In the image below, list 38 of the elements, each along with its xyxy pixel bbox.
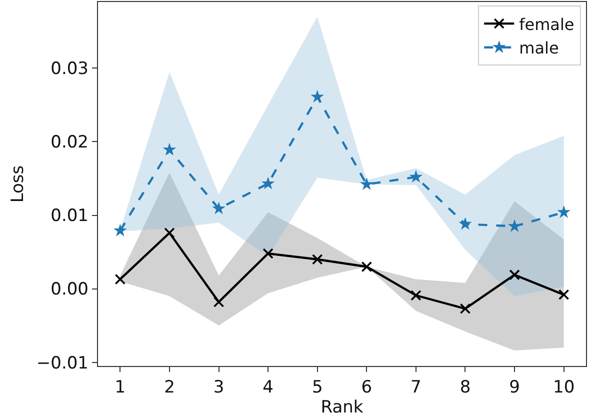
point: [164, 228, 175, 238]
point: [460, 303, 471, 314]
point: [410, 290, 422, 301]
x-tick-label: 6: [361, 378, 372, 398]
legend-label: male: [519, 38, 559, 58]
point: [262, 248, 274, 259]
x-tick-label: 8: [460, 378, 471, 398]
legend-label: female: [519, 14, 574, 34]
x-tick-label: 3: [213, 378, 224, 398]
y-tick-label: 0.02: [50, 132, 88, 153]
point: [213, 296, 224, 308]
x-tick-label: 5: [312, 378, 323, 398]
point: [458, 217, 472, 230]
y-tick-label: 0.01: [50, 206, 88, 226]
y-tick-label: 0.00: [50, 280, 88, 300]
point: [261, 176, 275, 190]
x-tick-label: 2: [164, 378, 175, 398]
x-tick-label: 9: [509, 378, 520, 398]
point: [212, 202, 226, 214]
point: [114, 274, 126, 285]
y-tick-label: 0.03: [50, 59, 88, 80]
x-tick-label: 4: [262, 378, 274, 398]
point: [361, 261, 372, 272]
y-axis-title: Loss: [8, 165, 28, 203]
x-tick-label: 7: [410, 378, 422, 398]
x-tick-label: 10: [553, 378, 575, 398]
point: [557, 205, 570, 218]
point: [509, 269, 520, 280]
point: [310, 90, 324, 103]
point: [312, 254, 323, 265]
x-axis-title: Rank: [320, 398, 364, 418]
x-tick-label: 1: [114, 378, 126, 398]
point: [409, 170, 423, 183]
point: [558, 289, 570, 300]
point: [114, 224, 127, 236]
point: [162, 142, 176, 156]
y-tick-label: −0.01: [36, 353, 88, 374]
point: [360, 177, 374, 190]
